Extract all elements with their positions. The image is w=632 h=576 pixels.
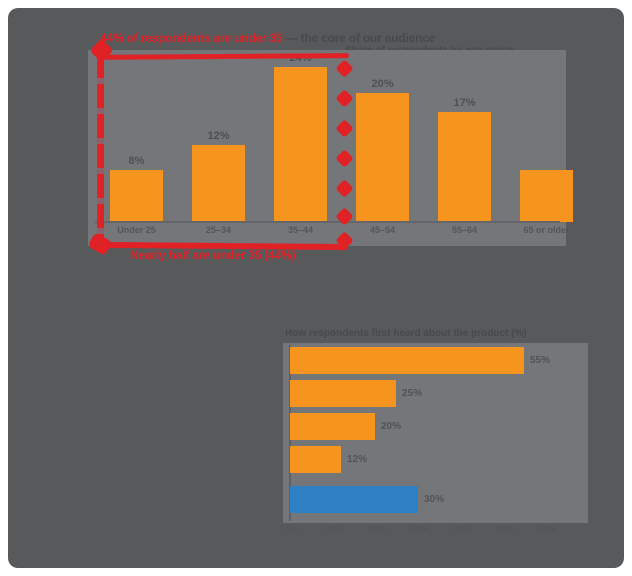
bottom-chart-value-label-1: 55% [530, 355, 551, 366]
top-chart-bar-2 [192, 145, 245, 222]
top-chart-plot-area: 8%Under 2512%25–3424%35–4420%45–5417%55–… [88, 50, 573, 246]
top-chart-bar-5 [438, 112, 491, 222]
bottom-chart-bar-3 [290, 413, 375, 440]
bottom-chart-x-tick-6: 50% [495, 524, 514, 534]
slide-canvas: 44% of respondents are under 35 — the co… [8, 8, 624, 568]
top-chart-category-label-5: 55–64 [451, 225, 478, 235]
top-chart-value-label-4: 20% [371, 78, 394, 90]
top-chart-bar-6 [520, 170, 573, 222]
top-chart-value-label-5: 17% [453, 97, 476, 109]
top-chart-x-axis-line [95, 221, 560, 223]
bottom-chart-x-tick-7: 60% [537, 524, 556, 534]
red-box-left-border [97, 54, 104, 246]
bottom-chart-bar-2 [290, 380, 396, 407]
bottom-chart-title: How respondents first heard about the pr… [285, 328, 527, 339]
top-chart-category-label-3: 35–44 [287, 225, 314, 235]
bottom-chart-value-label-3: 20% [381, 421, 402, 432]
bottom-chart-plot-area: 55% 25% 20% 12% 30% 0% 10% 20% 30% 40% 50% 60% [283, 343, 588, 534]
top-chart-category-label-2: 25–34 [205, 225, 232, 235]
bottom-chart-value-label-4: 12% [347, 454, 368, 465]
bottom-chart-value-label-2: 25% [402, 388, 423, 399]
top-chart-category-label-6: 65 or older [523, 225, 570, 235]
top-chart-title-highlight: 44% of respondents are under 35 [100, 31, 283, 45]
top-chart-value-label-1: 8% [128, 155, 145, 167]
top-chart-value-label-2: 12% [207, 130, 230, 142]
top-chart-title-rest: — the core of our audience [282, 31, 436, 45]
bottom-chart-bar-1 [290, 347, 524, 374]
bottom-chart-bar-4 [290, 446, 341, 473]
top-chart-category-label-4: 45–54 [369, 225, 396, 235]
top-chart-title: 44% of respondents are under 35 — the co… [100, 31, 435, 45]
top-chart-category-label-1: Under 25 [117, 225, 156, 235]
bottom-chart-x-tick-4: 30% [410, 524, 429, 534]
top-chart-bar-1 [110, 170, 163, 222]
bottom-chart-value-label-5: 30% [424, 494, 445, 505]
bottom-chart-bar-5 [290, 486, 418, 513]
bottom-chart-x-tick-2: 10% [325, 524, 344, 534]
bottom-chart-x-tick-5: 40% [452, 524, 471, 534]
top-chart-bar-4 [356, 93, 409, 222]
red-box-caption: Nearly half are under 35 (44%) [130, 248, 296, 262]
top-chart-bar-3 [274, 67, 327, 222]
bottom-chart-x-tick-1: 0% [285, 524, 299, 534]
bottom-chart-x-tick-3: 20% [367, 524, 386, 534]
